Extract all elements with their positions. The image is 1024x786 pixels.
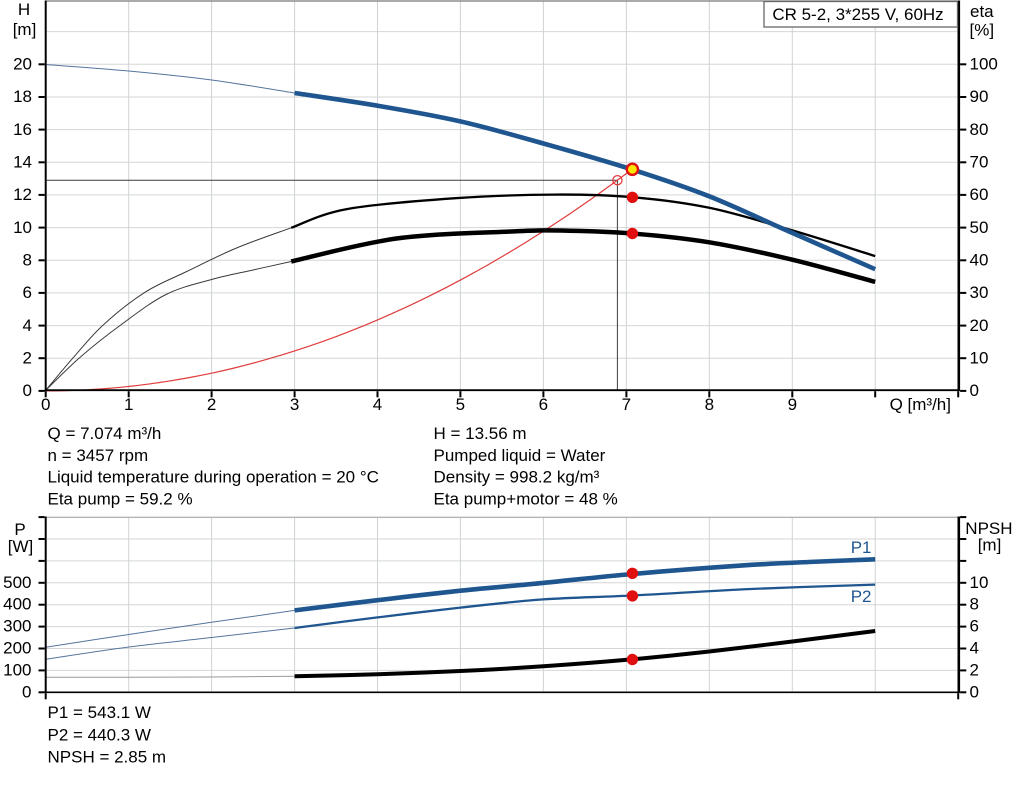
svg-text:4: 4 (23, 316, 32, 335)
svg-text:20: 20 (13, 55, 32, 74)
svg-text:100: 100 (970, 55, 998, 74)
svg-text:70: 70 (970, 153, 989, 172)
svg-text:[%]: [%] (970, 20, 995, 39)
svg-text:400: 400 (3, 595, 31, 614)
svg-text:n = 3457 rpm: n = 3457 rpm (48, 446, 149, 465)
svg-text:Q [m³/h]: Q [m³/h] (890, 395, 951, 414)
svg-text:0: 0 (970, 381, 979, 400)
svg-text:30: 30 (970, 283, 989, 302)
svg-text:2: 2 (970, 660, 979, 679)
svg-text:18: 18 (13, 87, 32, 106)
svg-text:90: 90 (970, 87, 989, 106)
svg-text:Eta pump+motor = 48 %: Eta pump+motor = 48 % (434, 489, 618, 508)
svg-text:60: 60 (970, 185, 989, 204)
svg-text:P1: P1 (851, 538, 872, 557)
svg-text:0: 0 (22, 682, 31, 701)
svg-text:6: 6 (970, 617, 979, 636)
svg-text:3: 3 (290, 395, 299, 414)
svg-text:1: 1 (124, 395, 133, 414)
svg-text:10: 10 (970, 348, 989, 367)
svg-text:Pumped liquid = Water: Pumped liquid = Water (434, 446, 606, 465)
svg-text:50: 50 (970, 218, 989, 237)
svg-text:200: 200 (3, 639, 31, 658)
svg-text:Liquid temperature during oper: Liquid temperature during operation = 20… (48, 468, 379, 487)
svg-text:20: 20 (970, 316, 989, 335)
svg-text:H = 13.56 m: H = 13.56 m (434, 424, 527, 443)
svg-text:16: 16 (13, 120, 32, 139)
svg-text:[m]: [m] (978, 536, 1002, 555)
svg-text:eta: eta (970, 2, 994, 21)
svg-text:6: 6 (539, 395, 548, 414)
svg-text:P1 = 543.1 W: P1 = 543.1 W (48, 703, 151, 722)
svg-text:NPSH = 2.85 m: NPSH = 2.85 m (48, 747, 167, 766)
svg-text:8: 8 (705, 395, 714, 414)
svg-text:9: 9 (788, 395, 797, 414)
svg-text:500: 500 (3, 573, 31, 592)
svg-text:5: 5 (456, 395, 465, 414)
svg-text:Q = 7.074 m³/h: Q = 7.074 m³/h (48, 424, 162, 443)
svg-text:8: 8 (23, 251, 32, 270)
svg-text:0: 0 (41, 395, 50, 414)
svg-text:H: H (18, 0, 30, 19)
svg-text:[W]: [W] (8, 537, 34, 556)
svg-text:14: 14 (13, 153, 32, 172)
svg-text:80: 80 (970, 120, 989, 139)
svg-text:12: 12 (13, 185, 32, 204)
svg-text:8: 8 (970, 595, 979, 614)
svg-text:P2: P2 (851, 587, 872, 606)
svg-text:Eta pump = 59.2 %: Eta pump = 59.2 % (48, 489, 193, 508)
svg-text:P2 = 440.3 W: P2 = 440.3 W (48, 725, 151, 744)
svg-text:0: 0 (23, 381, 32, 400)
svg-text:2: 2 (207, 395, 216, 414)
svg-text:P: P (14, 520, 25, 539)
svg-text:10: 10 (970, 573, 989, 592)
svg-text:7: 7 (622, 395, 631, 414)
svg-text:10: 10 (13, 218, 32, 237)
svg-text:NPSH: NPSH (965, 519, 1012, 538)
svg-text:[m]: [m] (13, 20, 37, 39)
svg-text:0: 0 (970, 682, 979, 701)
svg-text:4: 4 (970, 639, 979, 658)
svg-text:2: 2 (23, 348, 32, 367)
svg-text:100: 100 (3, 660, 31, 679)
svg-text:300: 300 (3, 617, 31, 636)
svg-text:CR 5-2, 3*255 V, 60Hz: CR 5-2, 3*255 V, 60Hz (772, 5, 943, 24)
svg-text:Density = 998.2 kg/m³: Density = 998.2 kg/m³ (434, 468, 600, 487)
svg-text:4: 4 (373, 395, 382, 414)
svg-text:40: 40 (970, 251, 989, 270)
svg-text:6: 6 (23, 283, 32, 302)
